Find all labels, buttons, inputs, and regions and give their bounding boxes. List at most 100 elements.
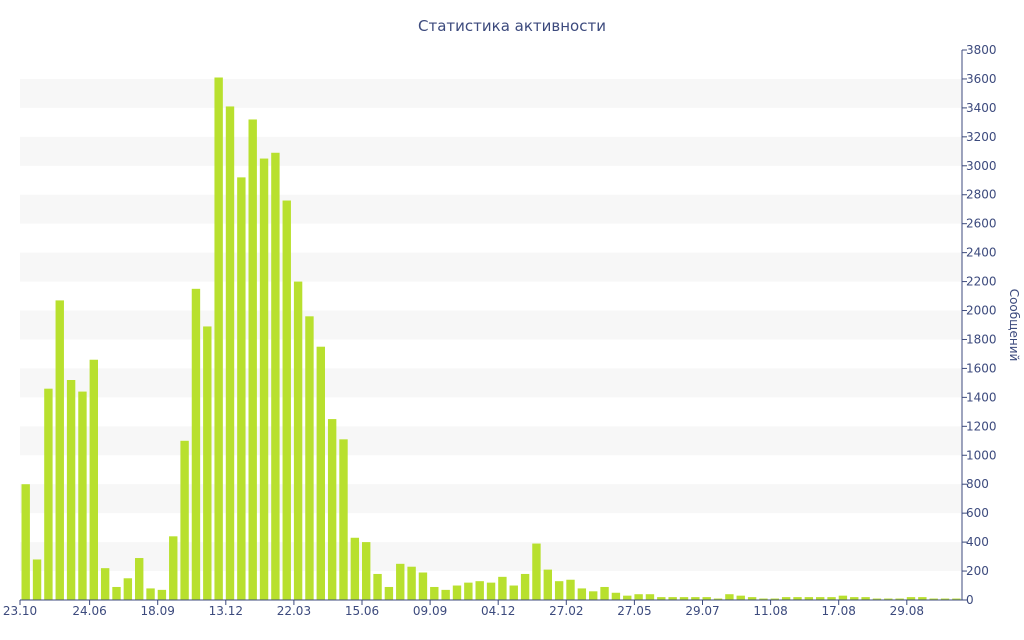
x-tick-label: 24.06	[72, 604, 106, 618]
bar	[747, 597, 757, 600]
bar	[271, 152, 280, 600]
bar	[861, 597, 870, 600]
bar	[657, 597, 666, 600]
y-ticks: 0 200 400 600 800 1000 1200 1400 1600 1800 2000 220…	[962, 43, 997, 607]
bar	[112, 586, 121, 600]
bar	[32, 559, 42, 600]
x-tick-label: 17.08	[822, 604, 856, 618]
bar	[78, 391, 87, 600]
bar	[214, 77, 223, 600]
bar	[203, 326, 212, 600]
bar	[816, 597, 825, 600]
x-tick-label: 18.09	[141, 604, 175, 618]
y-tick-label: 1000	[966, 448, 997, 462]
grid-band	[20, 310, 962, 340]
bar	[906, 597, 916, 600]
grid-band	[20, 136, 962, 166]
y-tick-label: 2400	[966, 246, 997, 260]
y-tick-label: 1600	[966, 361, 997, 375]
bar	[872, 598, 882, 600]
x-tick-label: 11.08	[753, 604, 787, 618]
bar	[248, 119, 257, 600]
x-tick-label: 29.07	[685, 604, 719, 618]
x-tick-label: 09.09	[413, 604, 447, 618]
bar	[850, 597, 859, 600]
y-tick-label: 2200	[966, 275, 997, 289]
bar	[736, 595, 745, 600]
bar	[44, 388, 53, 600]
chart-title: Статистика активности	[418, 17, 606, 35]
x-tick-label: 22.03	[277, 604, 311, 618]
y-tick-label: 200	[966, 564, 989, 578]
bar	[679, 597, 689, 600]
grid-band	[20, 194, 962, 224]
grid-band	[20, 78, 962, 108]
bar	[623, 595, 632, 600]
bar	[804, 597, 814, 600]
bar	[66, 380, 76, 600]
bar	[895, 598, 904, 600]
x-tick-label: 13.12	[209, 604, 243, 618]
bar	[566, 579, 575, 600]
bar	[441, 589, 450, 600]
bar	[157, 589, 167, 600]
grid-band	[20, 484, 962, 514]
bar	[929, 598, 938, 600]
bar	[475, 581, 484, 600]
bar	[952, 598, 961, 600]
bar	[282, 200, 291, 600]
bars	[21, 77, 961, 601]
bar	[237, 177, 246, 600]
bar	[100, 568, 110, 600]
y-tick-label: 0	[966, 593, 974, 607]
bar	[464, 582, 473, 600]
bar	[691, 597, 700, 600]
bar	[339, 439, 348, 600]
bar	[759, 598, 768, 600]
bar	[430, 586, 439, 600]
bar	[713, 598, 723, 600]
x-tick-label: 27.05	[617, 604, 651, 618]
y-tick-label: 400	[966, 535, 989, 549]
bar	[838, 595, 848, 600]
x-tick-label: 23.10	[3, 604, 37, 618]
bar	[520, 573, 530, 600]
bar	[89, 359, 98, 600]
y-tick-label: 800	[966, 477, 989, 491]
y-tick-label: 3200	[966, 130, 997, 144]
x-tick-label: 29.08	[890, 604, 924, 618]
bar	[191, 288, 201, 600]
y-tick-label: 3600	[966, 72, 997, 86]
bar	[259, 158, 269, 601]
grid-band	[20, 542, 962, 572]
x-tick-label: 15.06	[345, 604, 379, 618]
bar	[486, 582, 496, 600]
grid-band	[20, 252, 962, 282]
bar	[135, 558, 144, 600]
bar	[498, 576, 507, 600]
grid-band	[20, 368, 962, 398]
bar	[600, 586, 609, 600]
y-tick-label: 3000	[966, 159, 997, 173]
bar	[316, 346, 325, 600]
bar	[532, 543, 541, 600]
bar	[645, 594, 655, 600]
bar	[362, 542, 371, 600]
bar	[225, 106, 235, 600]
bar	[611, 592, 621, 600]
bar	[702, 597, 711, 600]
bar	[725, 594, 734, 600]
bar	[509, 585, 518, 600]
bar	[396, 563, 405, 600]
bar	[384, 586, 394, 600]
bar	[770, 598, 779, 600]
grid-bands	[20, 78, 962, 572]
bar	[918, 597, 927, 600]
x-ticks: 23.10 24.06 18.09 13.12 22.03 15.06 09.09 04.12…	[3, 600, 924, 618]
bar	[169, 536, 178, 600]
bar	[21, 484, 30, 600]
y-tick-label: 1800	[966, 332, 997, 346]
bar	[350, 537, 360, 600]
y-tick-label: 2800	[966, 188, 997, 202]
bar	[180, 440, 189, 600]
